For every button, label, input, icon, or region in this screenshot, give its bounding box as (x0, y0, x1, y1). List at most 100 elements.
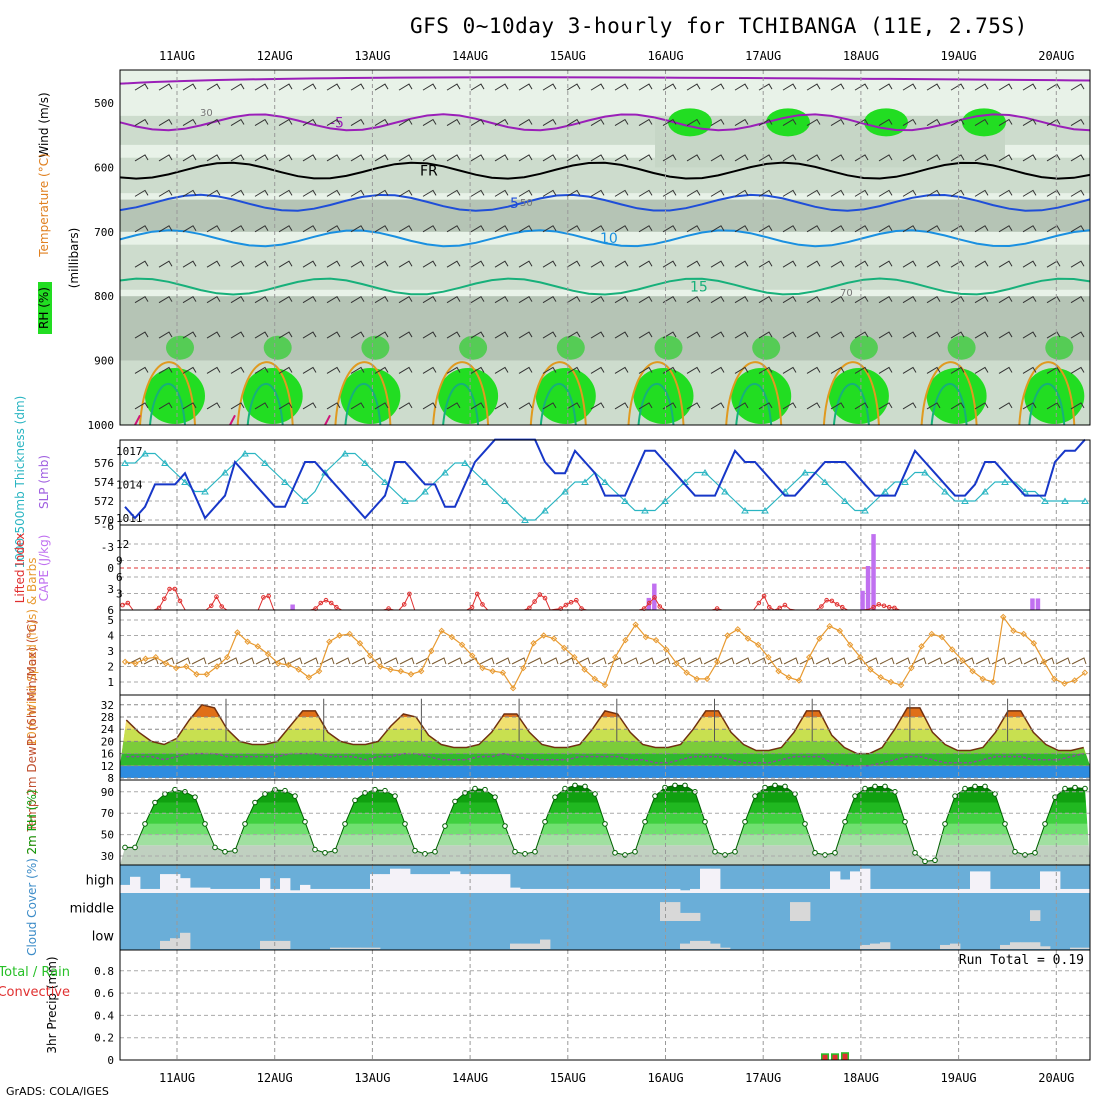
wind-barb (902, 402, 917, 410)
wind-barb (302, 154, 317, 162)
rh2m-panel: 30 50 70 90 (101, 779, 1091, 866)
wind-barb (1070, 189, 1085, 197)
wind-barb (223, 657, 239, 665)
thickness-point (721, 488, 729, 495)
lifted-point (819, 604, 824, 609)
warm-contour (735, 382, 773, 426)
wind-barb (206, 366, 221, 374)
wind-barb (734, 366, 749, 374)
wind-barb (542, 402, 557, 410)
wind-barb (1022, 260, 1037, 268)
rh-legend-swatch (38, 282, 52, 334)
cloud-bar (950, 943, 961, 949)
wind-barb (350, 225, 365, 233)
wind-point (591, 675, 598, 683)
rh-point (832, 849, 838, 856)
cloud-bar (880, 942, 891, 949)
wind-point (438, 627, 445, 635)
rh-point (562, 785, 568, 792)
wind-barb (806, 189, 821, 197)
cloud-bar (530, 888, 541, 893)
wind-barb (463, 657, 479, 665)
wind-barb (182, 260, 197, 268)
wind-point (652, 636, 660, 644)
wind-barb (1070, 118, 1085, 126)
wind-point (458, 641, 466, 649)
wind-barb (134, 331, 149, 339)
wind-point (152, 653, 159, 661)
thickness-point (481, 478, 489, 485)
pressure-tick: 900 (94, 355, 114, 368)
cloud-bar (710, 943, 721, 949)
wind-barb (134, 118, 149, 126)
rh-moist-blob (849, 335, 878, 360)
cloud-bar (640, 888, 651, 893)
wind-barb (398, 331, 413, 339)
cloud-bar (190, 887, 201, 893)
wind-barb (943, 657, 959, 665)
wind-barb (710, 83, 725, 91)
wind-point (724, 632, 731, 639)
thickness-point (261, 459, 269, 466)
cloud-bar (940, 888, 951, 893)
wind-barb (326, 83, 341, 91)
cloud-bar (730, 888, 741, 893)
cloud-bar (800, 902, 811, 921)
wind-point (346, 630, 353, 638)
wind-barb (926, 118, 941, 126)
temp-contour (119, 113, 1091, 132)
wind-barb (950, 331, 965, 339)
cloud-bar (920, 888, 931, 893)
contour-label: 10 (600, 231, 618, 247)
cloud-bar (1080, 888, 1091, 893)
wind-barb (374, 295, 389, 304)
wind-barb (847, 657, 863, 665)
wind-barb (662, 260, 677, 268)
wind-point (305, 674, 313, 681)
wind-barb (566, 402, 581, 410)
wind-barb (1046, 402, 1061, 410)
thickness-point (341, 450, 349, 457)
cloud-bar (1060, 888, 1071, 893)
cloud-bar (1070, 888, 1081, 893)
wind-point (795, 677, 803, 684)
warm-contour (529, 361, 587, 426)
cloud-bar (700, 868, 711, 893)
date-label-bottom: 15AUG (550, 1071, 586, 1085)
rh-point (922, 858, 928, 865)
wind-barb (398, 189, 413, 197)
contour-label: 15 (690, 280, 708, 296)
lifted-point (208, 603, 214, 609)
wind-barb (158, 366, 173, 374)
wind-barb (686, 331, 701, 339)
wind-point (234, 629, 241, 636)
wind-point (428, 647, 435, 655)
wind-barb (422, 295, 437, 304)
thickness-point (201, 488, 209, 495)
date-label-bottom: 18AUG (843, 1071, 879, 1085)
rh-point (132, 844, 138, 851)
cloud-bar (610, 888, 621, 893)
rh-point (472, 785, 478, 792)
lifted-point (334, 604, 339, 610)
wind-point (264, 650, 272, 658)
lifted-point (886, 604, 892, 610)
cloud-bar (260, 940, 271, 949)
cloud-bar (680, 943, 691, 949)
cloud-bar (160, 874, 171, 893)
wind-barb (206, 402, 221, 410)
wind-point (1040, 658, 1048, 666)
wind-barb (518, 189, 533, 197)
rh-band (120, 785, 1090, 792)
thickness-point (781, 488, 789, 495)
rh-point (622, 852, 628, 858)
cloud-bar (570, 888, 581, 893)
cloud-level-label: low (92, 930, 115, 945)
thickness-label: 1000-500mb Thickness (dm) (13, 396, 27, 569)
wind-barb (134, 260, 149, 268)
rh-point (362, 790, 368, 796)
wind-barb (734, 83, 749, 91)
rh-moist-blob (947, 335, 976, 360)
wind-barb (710, 260, 725, 268)
wind-barb (182, 225, 197, 233)
